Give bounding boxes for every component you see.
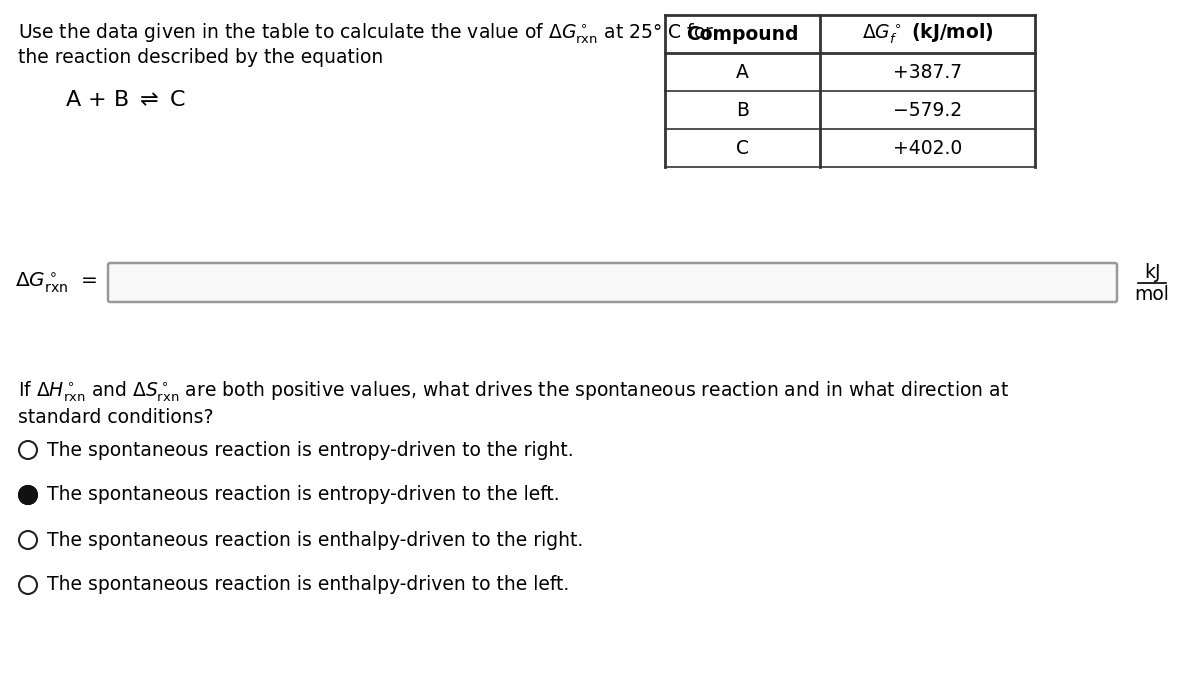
Text: $\Delta G^\circ_f$ (kJ/mol): $\Delta G^\circ_f$ (kJ/mol) — [862, 22, 994, 46]
Text: the reaction described by the equation: the reaction described by the equation — [18, 48, 383, 67]
Text: The spontaneous reaction is entropy-driven to the right.: The spontaneous reaction is entropy-driv… — [47, 441, 574, 460]
Text: +387.7: +387.7 — [893, 63, 962, 81]
Text: If $\Delta H^\circ_{\mathrm{rxn}}$ and $\Delta S^\circ_{\mathrm{rxn}}$ are both : If $\Delta H^\circ_{\mathrm{rxn}}$ and $… — [18, 380, 1009, 404]
Text: mol: mol — [1134, 285, 1170, 304]
Text: The spontaneous reaction is enthalpy-driven to the left.: The spontaneous reaction is enthalpy-dri… — [47, 575, 569, 594]
Text: The spontaneous reaction is enthalpy-driven to the right.: The spontaneous reaction is enthalpy-dri… — [47, 530, 583, 549]
Text: Compound: Compound — [686, 24, 799, 44]
Text: A: A — [736, 63, 749, 81]
Text: standard conditions?: standard conditions? — [18, 408, 214, 427]
Text: kJ: kJ — [1144, 263, 1160, 282]
FancyBboxPatch shape — [108, 263, 1117, 302]
Circle shape — [19, 486, 37, 504]
Text: C: C — [736, 139, 749, 157]
Text: B: B — [736, 100, 749, 120]
Text: $\Delta G^\circ_{\mathrm{rxn}}$  =: $\Delta G^\circ_{\mathrm{rxn}}$ = — [14, 271, 97, 295]
Text: The spontaneous reaction is entropy-driven to the left.: The spontaneous reaction is entropy-driv… — [47, 485, 559, 505]
Text: −579.2: −579.2 — [893, 100, 962, 120]
Text: A + B $\rightleftharpoons$ C: A + B $\rightleftharpoons$ C — [65, 90, 186, 110]
Text: Use the data given in the table to calculate the value of $\Delta G^\circ_{\math: Use the data given in the table to calcu… — [18, 22, 714, 46]
Text: +402.0: +402.0 — [893, 139, 962, 157]
